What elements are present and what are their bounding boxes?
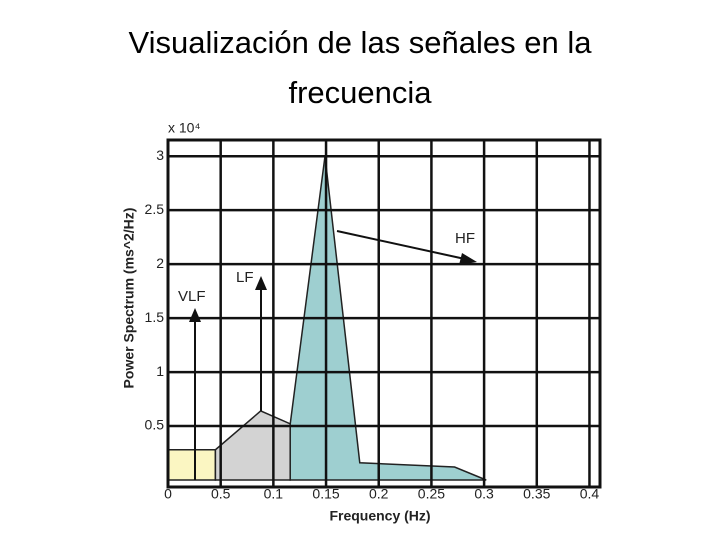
x-tick-label: 0.2 (369, 486, 389, 502)
x-tick-label: 0.25 (418, 486, 445, 502)
annotation: HF (455, 230, 475, 247)
arrow-head (255, 276, 267, 290)
y-tick-label: 2 (156, 255, 164, 271)
y-tick-label: 3 (156, 147, 164, 163)
area (167, 449, 217, 481)
annotation: LF (236, 269, 254, 286)
arrow (336, 230, 466, 260)
y-axis-label: Power Spectrum (ms^2/Hz) (121, 208, 137, 389)
x-tick-label: 0.15 (312, 486, 339, 502)
chart: 0.5 1 1.5 2 2.5 3 0 0.5 0.1 0.15 0.2 0.25 0.3 0.35 0.4 (145, 138, 602, 502)
title: frecuencia (288, 75, 432, 110)
y-tick-label: 0.5 (145, 417, 165, 433)
arrow-head (189, 308, 201, 322)
x-axis-label: Frequency (Hz) (329, 508, 430, 524)
area (214, 410, 291, 481)
title: Visualización de las señales en la (128, 25, 592, 60)
x-tick-label: 0.4 (580, 486, 600, 502)
y-tick-label: 1 (156, 363, 164, 379)
x-tick-label: 0 (164, 486, 172, 502)
y-multiplier: x 10⁴ (168, 120, 200, 136)
y-tick-label: 2.5 (145, 201, 165, 217)
annotations (189, 230, 477, 480)
plot-frame (166, 138, 602, 489)
x-tick-label: 0.1 (264, 486, 284, 502)
x-tick-label: 0.3 (474, 486, 494, 502)
annotation: VLF (178, 288, 206, 305)
x-tick-label: 0.35 (523, 486, 550, 502)
y-tick-label: 1.5 (145, 309, 165, 325)
area (289, 156, 487, 481)
arrow-head (459, 253, 477, 265)
x-tick-label: 0.5 (211, 486, 231, 502)
